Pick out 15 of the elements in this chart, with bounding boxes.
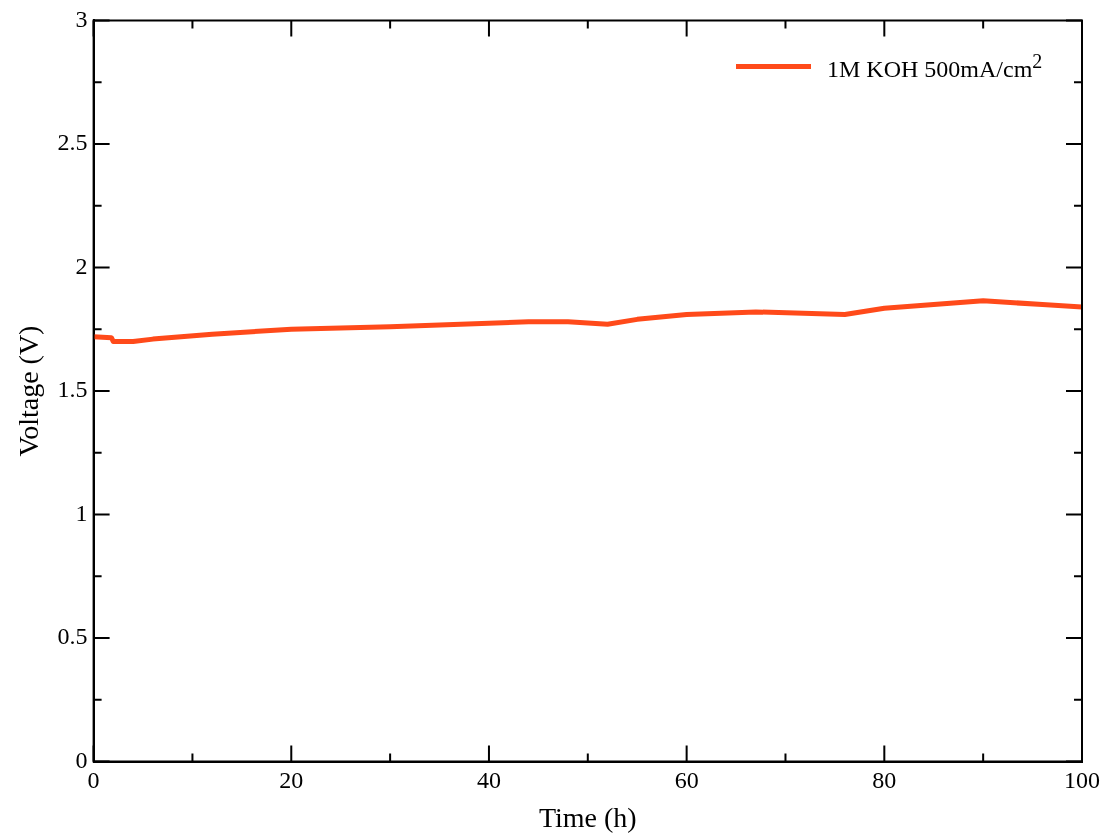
y-axis-title: Voltage (V) <box>13 325 45 457</box>
y-tick-label: 3 <box>75 5 88 32</box>
y-tick-label: 2 <box>75 252 88 279</box>
y-tick-label: 0 <box>75 746 88 773</box>
x-tick-label: 100 <box>1064 767 1100 794</box>
x-tick-label: 80 <box>872 767 897 794</box>
legend-label: 1M KOH 500mA/cm$^{2}$ <box>827 50 1043 84</box>
x-axis-title: Time (h) <box>538 801 637 833</box>
y-tick-label: 1.5 <box>57 376 88 403</box>
y-tick-label: 0.5 <box>57 623 88 650</box>
x-tick-label: 20 <box>279 767 304 794</box>
y-tick-label: 1 <box>75 499 88 526</box>
y-tick-label: 2.5 <box>57 129 88 156</box>
x-tick-label: 40 <box>476 767 501 794</box>
x-tick-label: 60 <box>674 767 699 794</box>
